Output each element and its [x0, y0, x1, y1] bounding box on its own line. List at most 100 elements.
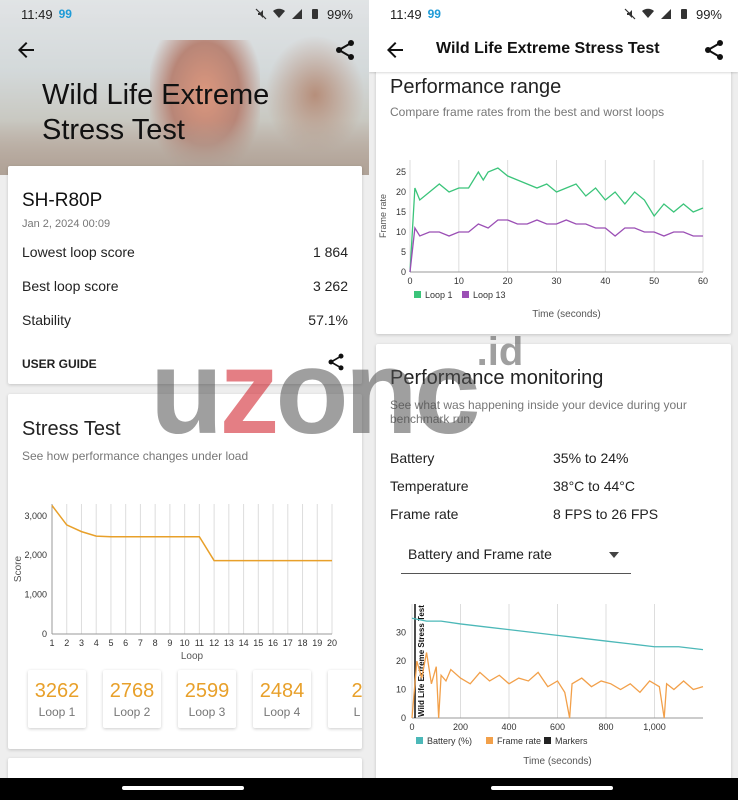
top-app-bar: Wild Life Extreme Stress Test	[369, 28, 738, 72]
legend-swatch	[416, 737, 423, 744]
battery-percent: 99%	[695, 6, 722, 22]
legend-swatch	[414, 291, 421, 298]
x-tick-label: 1,000	[643, 722, 666, 732]
legend-swatch	[486, 737, 493, 744]
x-tick-label: 1	[49, 638, 54, 648]
performance-monitoring-title: Performance monitoring	[390, 367, 604, 389]
share-icon[interactable]	[702, 38, 726, 62]
x-tick-label: 17	[283, 638, 293, 648]
performance-range-chart: 0 10 20 30 40 50 60 0 5 10 15 20 25 Frame rate Loop 1 L…	[378, 160, 708, 320]
device-card: SH-R80P Jan 2, 2024 00:09 Lowest loop sc…	[8, 166, 362, 384]
signal-icon	[291, 9, 302, 19]
performance-monitoring-chart: 0 200 400 600 800 1,000 0 10 20 30 Wild Life Extre…	[396, 604, 704, 767]
user-guide-link[interactable]: USER GUIDE	[22, 357, 97, 371]
x-tick-label: 0	[407, 276, 412, 286]
x-tick-label: 19	[312, 638, 322, 648]
x-tick-label: 400	[501, 722, 516, 732]
performance-monitoring-subtitle: See what was happening inside your devic…	[390, 398, 687, 426]
legend-label: Battery (%)	[427, 736, 472, 746]
x-tick-label: 30	[551, 276, 561, 286]
stress-test-title: Stress Test	[22, 418, 121, 440]
stress-test-subtitle: See how performance changes under load	[22, 449, 249, 463]
battery-row: Battery 35% to 24%	[390, 450, 629, 466]
x-tick-label: 13	[224, 638, 234, 648]
home-handle[interactable]	[491, 786, 613, 790]
legend-swatch	[462, 291, 469, 298]
loop-tile[interactable]: 2484 Loop 4	[253, 670, 311, 728]
y-axis-label: Score	[13, 556, 24, 583]
next-card	[8, 758, 362, 778]
best-score-row: Best loop score 3 262	[22, 278, 348, 294]
notification-badge: 99	[58, 7, 72, 21]
y-tick-label: 10	[396, 227, 406, 237]
series-line	[411, 652, 704, 719]
legend-label: Markers	[555, 736, 588, 746]
hero-title: Wild Life Extreme Stress Test	[42, 79, 270, 146]
loop-tile[interactable]: 2599 Loop 3	[178, 670, 236, 728]
battery-icon	[311, 9, 318, 19]
loop-tile[interactable]: 2768 Loop 2	[103, 670, 161, 728]
share-icon[interactable]	[326, 352, 346, 372]
lowest-score-row: Lowest loop score 1 864	[22, 244, 348, 260]
x-tick-label: 12	[209, 638, 219, 648]
x-axis-label: Time (seconds)	[523, 756, 592, 767]
status-bar: 11:49 99 99%	[369, 0, 738, 28]
x-tick-label: 14	[239, 638, 249, 648]
x-tick-label: 11	[195, 638, 204, 648]
x-axis-label: Time (seconds)	[532, 309, 601, 320]
back-arrow-icon[interactable]	[383, 38, 407, 62]
x-tick-label: 20	[327, 638, 337, 648]
x-tick-label: 800	[598, 722, 613, 732]
marker-label: Wild Life Extreme Stress Test	[417, 605, 426, 717]
home-handle[interactable]	[122, 786, 244, 790]
series-line	[411, 617, 704, 651]
x-tick-label: 20	[503, 276, 513, 286]
frame-rate-row: Frame rate 8 FPS to 26 FPS	[390, 506, 659, 522]
loop-tile[interactable]: 3262 Loop 1	[28, 670, 86, 728]
dropdown-value: Battery and Frame rate	[408, 546, 552, 562]
chart-select-dropdown[interactable]: Battery and Frame rate	[401, 538, 631, 574]
series-line	[409, 167, 704, 273]
hero-banner	[0, 0, 369, 175]
legend-label: Frame rate	[497, 736, 541, 746]
x-tick-label: 6	[123, 638, 128, 648]
status-bar: 11:49 99 99%	[0, 0, 369, 28]
x-tick-label: 10	[454, 276, 464, 286]
y-tick-label: 3,000	[24, 511, 47, 521]
device-name: SH-R80P	[22, 190, 103, 211]
score-line	[51, 505, 332, 562]
x-tick-label: 10	[180, 638, 190, 648]
battery-percent: 99%	[326, 6, 353, 22]
y-tick-label: 20	[396, 187, 406, 197]
y-axis-label: Frame rate	[378, 194, 388, 238]
series-line	[409, 219, 703, 273]
x-tick-label: 50	[649, 276, 659, 286]
y-tick-label: 2,000	[24, 550, 47, 560]
mute-icon	[624, 8, 636, 20]
legend-label: Loop 1	[425, 290, 453, 300]
chevron-down-icon	[609, 552, 619, 558]
legend-swatch	[544, 737, 551, 744]
wifi-icon	[641, 8, 654, 18]
y-tick-label: 25	[396, 167, 406, 177]
x-tick-label: 2	[64, 638, 69, 648]
mute-icon	[255, 8, 267, 20]
y-tick-label: 5	[401, 247, 406, 257]
x-tick-label: 0	[409, 722, 414, 732]
loop-tiles[interactable]: 3262 Loop 1 2768 Loop 2 2599 Loop 3 2484 Loo…	[8, 662, 362, 738]
y-tick-label: 15	[396, 207, 406, 217]
right-screen: 11:49 99 99% Wild Life Extreme Stress Tes…	[369, 0, 738, 778]
status-time: 11:49	[21, 6, 53, 22]
x-tick-label: 8	[153, 638, 158, 648]
legend-label: Loop 13	[473, 290, 506, 300]
notification-badge: 99	[427, 7, 441, 21]
share-icon[interactable]	[333, 38, 357, 62]
back-arrow-icon[interactable]	[14, 38, 38, 62]
x-tick-label: 3	[79, 638, 84, 648]
run-date: Jan 2, 2024 00:09	[22, 218, 111, 230]
y-tick-label: 20	[396, 656, 406, 666]
x-tick-label: 4	[94, 638, 99, 648]
navigation-bar	[0, 778, 738, 800]
